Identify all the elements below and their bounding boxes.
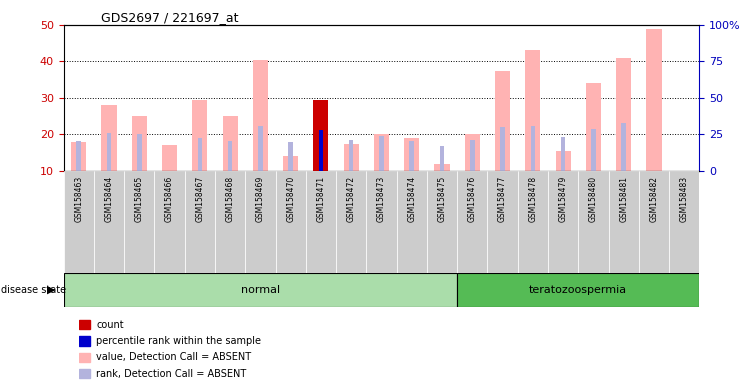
- Bar: [367, 171, 396, 273]
- Bar: [197, 138, 202, 171]
- Bar: [306, 171, 336, 273]
- Bar: [470, 140, 474, 171]
- Bar: [518, 171, 548, 273]
- Bar: [283, 156, 298, 171]
- Bar: [556, 151, 571, 171]
- Bar: [71, 142, 86, 171]
- Bar: [185, 171, 215, 273]
- Bar: [404, 138, 420, 171]
- Bar: [488, 171, 518, 273]
- Text: normal: normal: [241, 285, 280, 295]
- Text: GSM158483: GSM158483: [680, 176, 689, 222]
- Bar: [228, 141, 233, 171]
- Text: rank, Detection Call = ABSENT: rank, Detection Call = ABSENT: [96, 369, 247, 379]
- Text: GSM158469: GSM158469: [256, 176, 265, 222]
- Text: GSM158477: GSM158477: [498, 176, 507, 222]
- Text: GSM158470: GSM158470: [286, 176, 295, 222]
- Text: GDS2697 / 221697_at: GDS2697 / 221697_at: [101, 12, 239, 25]
- Text: GSM158472: GSM158472: [347, 176, 356, 222]
- Bar: [79, 369, 90, 378]
- Bar: [222, 116, 238, 171]
- Bar: [319, 130, 323, 171]
- Bar: [639, 171, 669, 273]
- Text: GSM158474: GSM158474: [407, 176, 416, 222]
- Bar: [669, 171, 699, 273]
- Bar: [162, 146, 177, 171]
- Bar: [530, 126, 535, 171]
- Text: GSM158466: GSM158466: [165, 176, 174, 222]
- Text: GSM158467: GSM158467: [195, 176, 204, 222]
- Bar: [253, 60, 268, 171]
- Bar: [275, 171, 306, 273]
- Bar: [525, 51, 540, 171]
- Text: ▶: ▶: [47, 285, 55, 295]
- Bar: [435, 164, 450, 171]
- Bar: [349, 139, 354, 171]
- Bar: [609, 171, 639, 273]
- Bar: [578, 171, 609, 273]
- Bar: [132, 116, 147, 171]
- Text: GSM158475: GSM158475: [438, 176, 447, 222]
- Text: GSM158471: GSM158471: [316, 176, 325, 222]
- Bar: [215, 171, 245, 273]
- Bar: [107, 133, 111, 171]
- Text: GSM158463: GSM158463: [74, 176, 83, 222]
- Bar: [500, 127, 505, 171]
- Bar: [79, 353, 90, 362]
- Bar: [561, 137, 565, 171]
- Bar: [379, 136, 384, 171]
- Text: GSM158465: GSM158465: [135, 176, 144, 222]
- Text: count: count: [96, 319, 124, 330]
- Bar: [258, 126, 263, 171]
- Bar: [64, 171, 94, 273]
- Text: GSM158479: GSM158479: [559, 176, 568, 222]
- Bar: [548, 171, 578, 273]
- Bar: [313, 100, 328, 171]
- Bar: [154, 171, 185, 273]
- Bar: [495, 71, 510, 171]
- Text: GSM158476: GSM158476: [468, 176, 476, 222]
- Bar: [409, 141, 414, 171]
- Bar: [622, 123, 626, 171]
- Text: GSM158482: GSM158482: [649, 176, 658, 222]
- Text: teratozoospermia: teratozoospermia: [530, 285, 628, 295]
- Bar: [336, 171, 367, 273]
- Text: GSM158478: GSM158478: [528, 176, 537, 222]
- Bar: [102, 105, 117, 171]
- Text: GSM158473: GSM158473: [377, 176, 386, 222]
- Bar: [646, 29, 661, 171]
- Bar: [440, 146, 444, 171]
- Bar: [457, 171, 488, 273]
- Bar: [374, 134, 389, 171]
- Bar: [79, 320, 90, 329]
- Text: value, Detection Call = ABSENT: value, Detection Call = ABSENT: [96, 352, 251, 362]
- Text: GSM158481: GSM158481: [619, 176, 628, 222]
- Bar: [137, 134, 141, 171]
- Text: percentile rank within the sample: percentile rank within the sample: [96, 336, 261, 346]
- Bar: [591, 129, 595, 171]
- Bar: [289, 142, 293, 171]
- Bar: [343, 144, 359, 171]
- Bar: [64, 273, 457, 307]
- Text: disease state: disease state: [1, 285, 66, 295]
- Bar: [616, 58, 631, 171]
- Bar: [94, 171, 124, 273]
- Bar: [76, 141, 81, 171]
- Bar: [465, 134, 480, 171]
- Bar: [396, 171, 427, 273]
- Bar: [245, 171, 275, 273]
- Text: GSM158464: GSM158464: [105, 176, 114, 222]
- Bar: [457, 273, 699, 307]
- Bar: [124, 171, 154, 273]
- Bar: [79, 336, 90, 346]
- Bar: [586, 83, 601, 171]
- Bar: [192, 100, 207, 171]
- Bar: [427, 171, 457, 273]
- Text: GSM158480: GSM158480: [589, 176, 598, 222]
- Text: GSM158468: GSM158468: [226, 176, 235, 222]
